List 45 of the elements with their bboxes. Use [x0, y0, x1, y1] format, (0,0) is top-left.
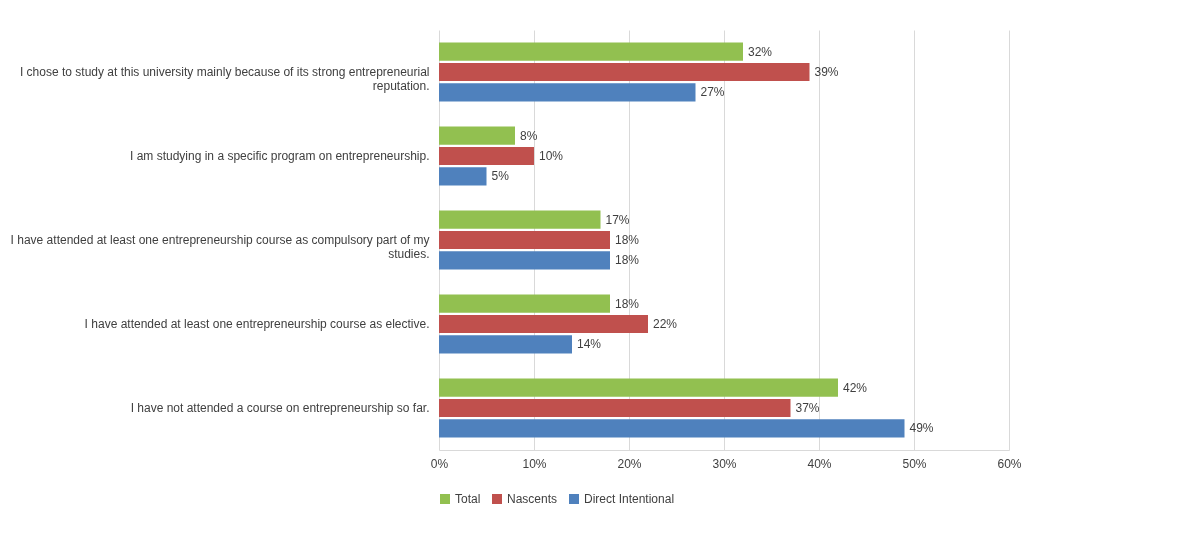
x-tick-label: 40% [807, 456, 832, 471]
bar [439, 294, 610, 313]
x-tick-label: 60% [997, 456, 1022, 471]
y-tick-label: I am studying in a specific program on entrepreneurship. [130, 149, 430, 163]
data-label: 42% [843, 380, 868, 395]
legend-label: Total [455, 492, 481, 506]
data-label: 17% [605, 212, 630, 227]
bar [439, 83, 696, 102]
bar [439, 378, 838, 397]
bar [439, 167, 487, 186]
bar [439, 62, 810, 82]
data-label: 37% [795, 401, 820, 415]
data-label: 39% [814, 65, 839, 79]
data-label: 32% [748, 44, 773, 59]
data-label: 5% [491, 169, 510, 184]
data-label: 14% [577, 337, 602, 352]
x-tick-label: 50% [902, 456, 927, 471]
legend-label: Nascents [507, 492, 558, 506]
data-label: 22% [653, 317, 678, 331]
bar [439, 314, 648, 334]
x-tick-label: 0% [430, 456, 449, 471]
bar [439, 419, 905, 438]
data-label: 49% [909, 421, 934, 436]
bar [439, 146, 534, 166]
x-tick-label: 20% [617, 456, 642, 471]
data-label: 18% [615, 296, 640, 311]
y-tick-label: I have not attended a course on entrepreneurship so far. [130, 401, 430, 415]
x-tick-label: 10% [522, 456, 547, 471]
legend-label: Direct Intentional [584, 492, 675, 506]
data-label: 18% [615, 233, 640, 247]
bar [439, 230, 610, 250]
data-label: 8% [520, 128, 538, 143]
data-label: 18% [615, 253, 640, 268]
y-tick-label: I have attended at least one entrepreneurship course as elective. [84, 317, 430, 331]
x-tick-label: 30% [712, 456, 737, 471]
bar [439, 335, 572, 354]
bar [439, 42, 743, 61]
bar [439, 210, 601, 229]
bar [439, 251, 610, 270]
bar [439, 398, 791, 418]
y-tick-label: I chose to study at this university mainly because of its strong entrepreneurial reputation. [19, 65, 430, 93]
y-tick-label: I have attended at least one entrepreneurship course as compulsory part of my studies. [10, 233, 430, 261]
bar [439, 126, 515, 145]
data-label: 27% [700, 85, 725, 100]
data-label: 10% [539, 149, 564, 163]
